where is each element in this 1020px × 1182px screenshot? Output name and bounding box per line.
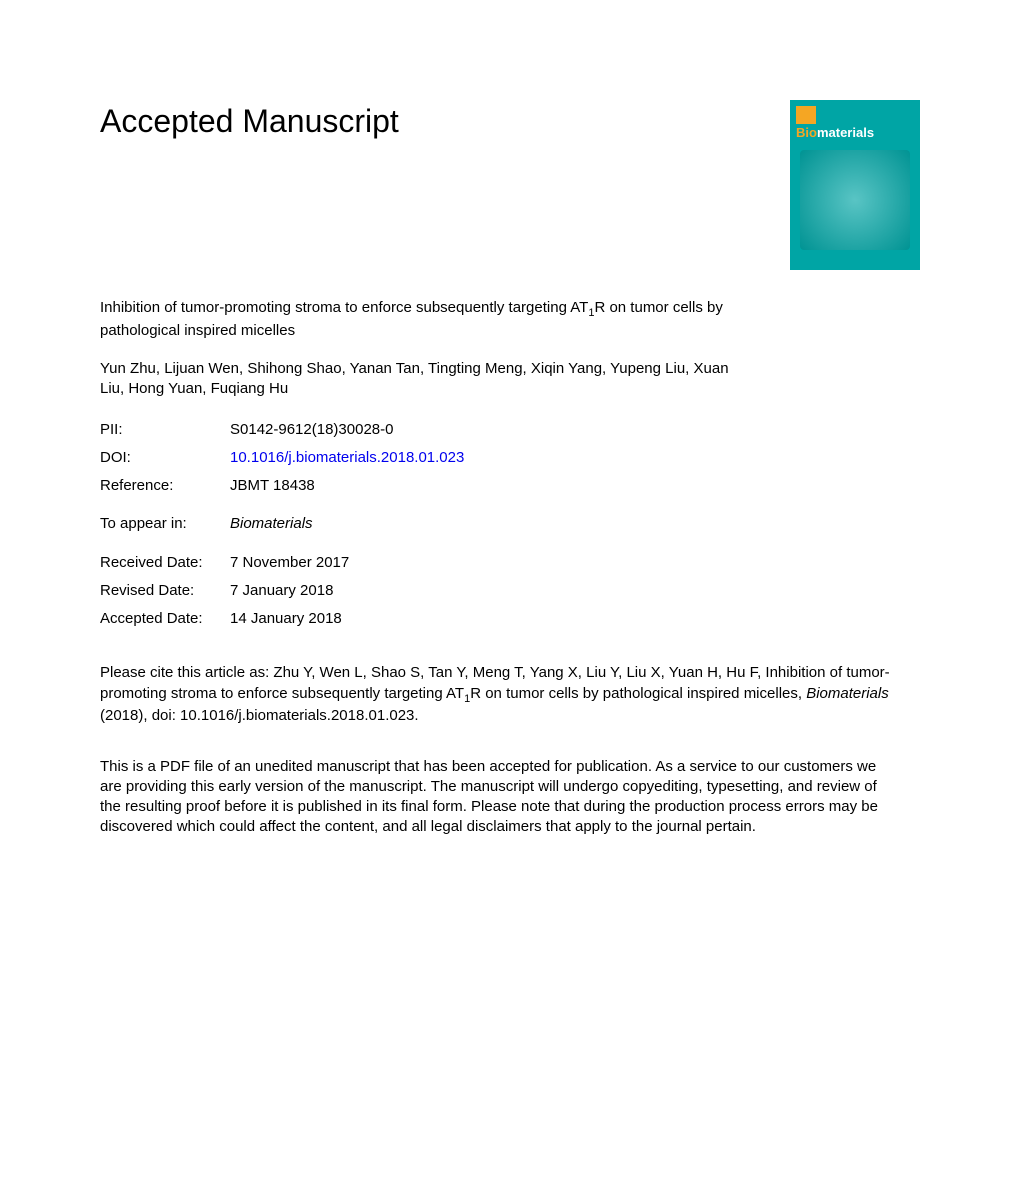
journal-prefix: Bio: [796, 125, 817, 140]
table-row: To appear in: Biomaterials: [100, 510, 464, 538]
pii-value: S0142-9612(18)30028-0: [230, 416, 464, 444]
journal-cover-thumbnail: Biomaterials: [790, 100, 920, 270]
reference-label: Reference:: [100, 472, 230, 500]
publisher-logo-icon: [796, 106, 816, 124]
revised-value: 7 January 2018: [230, 577, 464, 605]
accepted-value: 14 January 2018: [230, 605, 464, 633]
table-row: Received Date: 7 November 2017: [100, 549, 464, 577]
received-label: Received Date:: [100, 549, 230, 577]
title-pre: Inhibition of tumor-promoting stroma to …: [100, 299, 588, 316]
authors-list: Yun Zhu, Lijuan Wen, Shihong Shao, Yanan…: [100, 359, 740, 400]
received-value: 7 November 2017: [230, 549, 464, 577]
accepted-label: Accepted Date:: [100, 605, 230, 633]
table-row: Revised Date: 7 January 2018: [100, 577, 464, 605]
citation-mid: R on tumor cells by pathological inspire…: [470, 685, 806, 702]
doi-link[interactable]: 10.1016/j.biomaterials.2018.01.023: [230, 449, 464, 466]
reference-value: JBMT 18438: [230, 472, 464, 500]
header-row: Accepted Manuscript Biomaterials: [100, 100, 920, 270]
citation-journal: Biomaterials: [806, 685, 889, 702]
page-title: Accepted Manuscript: [100, 100, 399, 143]
article-title: Inhibition of tumor-promoting stroma to …: [100, 298, 740, 341]
citation-paragraph: Please cite this article as: Zhu Y, Wen …: [100, 663, 900, 726]
table-row: Reference: JBMT 18438: [100, 472, 464, 500]
journal-suffix: materials: [817, 125, 874, 140]
disclaimer-paragraph: This is a PDF file of an unedited manusc…: [100, 757, 900, 838]
cover-art-icon: [800, 150, 910, 250]
pii-label: PII:: [100, 416, 230, 444]
metadata-table: PII: S0142-9612(18)30028-0 DOI: 10.1016/…: [100, 416, 464, 634]
journal-cover-title: Biomaterials: [796, 124, 914, 142]
appear-value: Biomaterials: [230, 510, 464, 538]
doi-label: DOI:: [100, 444, 230, 472]
citation-post: (2018), doi: 10.1016/j.biomaterials.2018…: [100, 707, 419, 724]
table-row: Accepted Date: 14 January 2018: [100, 605, 464, 633]
table-row: PII: S0142-9612(18)30028-0: [100, 416, 464, 444]
appear-label: To appear in:: [100, 510, 230, 538]
table-row: DOI: 10.1016/j.biomaterials.2018.01.023: [100, 444, 464, 472]
revised-label: Revised Date:: [100, 577, 230, 605]
